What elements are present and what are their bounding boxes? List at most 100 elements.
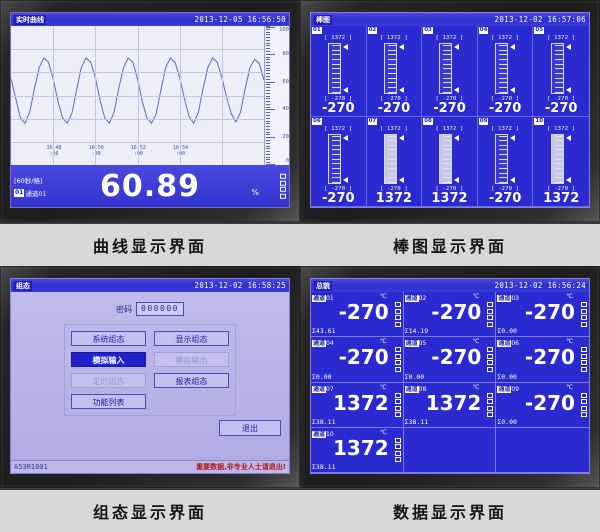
bar-channel-cell[interactable]: 03[ 1372 ] [ -270 ] -270: [422, 26, 478, 117]
bar-channel-cell[interactable]: 07[ 1372 ] [ -270 ] 1372: [366, 116, 423, 207]
y-tick-minor: [266, 81, 270, 83]
bar-channel-cell[interactable]: 06[ 1372 ] [ -270 ] -270: [311, 116, 367, 207]
config-button-enabled[interactable]: 模拟输入: [71, 352, 146, 367]
bar-channel-cell[interactable]: 09[ 1372 ] [ -270 ] -270: [477, 116, 534, 207]
bar-channel-cell[interactable]: 05[ 1372 ] [ -270 ] -270: [533, 26, 589, 117]
bar-tick: [443, 45, 452, 46]
bar-tick: [555, 158, 564, 160]
curve-plot[interactable]: 16:48:0016:50:0016:52:0016:54:00: [11, 26, 264, 165]
data-channel-cell[interactable]: 通道09 ℃ -270 Σ0.00: [496, 383, 589, 428]
status-block-icon: [394, 399, 401, 404]
curve-title: 实时曲线: [14, 14, 46, 25]
bar-range-high: [ 1372 ]: [379, 125, 408, 132]
status-block-icon: [580, 302, 587, 307]
password-label: 密码: [116, 304, 133, 314]
data-channel-cell[interactable]: 通道01 ℃ -270 Σ43.61: [311, 292, 404, 338]
status-block-icon: [394, 321, 401, 327]
y-tick-minor: [266, 39, 270, 41]
data-channel-sum: Σ0.00: [497, 327, 517, 336]
data-channel-sum: Σ38.11: [404, 417, 429, 426]
status-block-icon: [487, 315, 494, 320]
bar-titlebar: 棒图 2013-12-02 16:57:06: [311, 13, 589, 26]
y-tick-label: 80: [282, 50, 289, 57]
curve-channel[interactable]: 01 通道01: [14, 188, 47, 198]
data-channel-cell[interactable]: 通道07 ℃ 1372 Σ38.11: [311, 382, 404, 428]
bar-tick: [387, 72, 396, 74]
bar-channel-value: -270: [488, 191, 522, 206]
bar-tick: [555, 49, 564, 51]
password-input[interactable]: 000000: [136, 302, 184, 316]
status-block-icon: [487, 392, 494, 398]
bar-tick: [499, 77, 508, 79]
bar-channel-cell[interactable]: 01[ 1372 ] [ -270 ] -270: [311, 26, 367, 117]
bar-gauge: [383, 133, 404, 184]
curve-value: 60.89: [100, 168, 200, 204]
curve-datetime: 2013-12-05 16:56:50: [194, 15, 286, 24]
bar-tick: [332, 77, 341, 79]
config-button-enabled[interactable]: 系统组态: [71, 331, 146, 346]
data-channel-name: 通道01: [312, 295, 334, 302]
data-channel-sum: Σ14.19: [404, 327, 429, 336]
bar-channel-cell[interactable]: 08[ 1372 ] [ -270 ] 1372: [422, 116, 478, 207]
data-channel-cell[interactable]: 通道10 ℃ 1372 Σ38.11: [311, 427, 404, 473]
data-channel-cell[interactable]: 通道03 ℃ -270 Σ0.00: [496, 292, 589, 338]
data-channel-unit: ℃: [379, 383, 387, 391]
data-status-indicator: [487, 392, 494, 417]
bar-gauge-ticks: [332, 135, 341, 183]
y-tick-minor: [266, 98, 270, 100]
data-status-indicator: [487, 302, 494, 327]
bar-tick: [387, 182, 396, 183]
panel-curve: 实时曲线 2013-12-05 16:56:50 16:48:0016:50:0…: [0, 0, 300, 266]
bar-tick: [555, 135, 564, 137]
y-tick-minor: [266, 48, 270, 50]
y-tick: [266, 164, 275, 166]
y-tick-minor: [266, 51, 270, 53]
data-channel-unit: ℃: [566, 383, 573, 391]
bar-tick: [332, 163, 341, 165]
bar-tick: [332, 58, 341, 60]
y-tick: [266, 26, 275, 28]
y-tick-label: 100: [279, 27, 289, 34]
data-channel-cell[interactable]: 通道02 ℃ -270 Σ14.19: [403, 292, 497, 338]
bar-channel-number: 06: [312, 117, 322, 125]
data-channel-cell[interactable]: 通道05 ℃ -270 Σ0.00: [403, 337, 497, 383]
y-tick-minor: [266, 28, 270, 30]
data-channel-cell[interactable]: 通道08 ℃ 1372 Σ38.11: [403, 382, 497, 428]
bar-channel-cell[interactable]: 02[ 1372 ] [ -270 ] -270: [366, 26, 423, 117]
bar-tick: [332, 135, 341, 137]
bar-tick: [443, 149, 452, 151]
bar-tick: [387, 45, 396, 46]
bar-gauge: [439, 43, 460, 94]
bar-gauge-ticks: [387, 45, 397, 93]
bar-tick: [555, 77, 564, 79]
bar-channel-cell[interactable]: 10[ 1372 ] [ -270 ] 1372: [533, 117, 589, 207]
data-screen: 总貌 2013-12-02 16:56:24 通道01 ℃ -270 Σ43.61 通道…: [310, 278, 590, 474]
status-block-icon: [487, 405, 494, 411]
panel-caption-config: 组态显示界面: [0, 488, 300, 532]
bar-tick: [387, 82, 396, 84]
bar-tick: [332, 82, 341, 84]
y-tick: [266, 81, 275, 83]
config-button-enabled[interactable]: 显示组态: [154, 331, 229, 346]
bar-marker-low-icon: [454, 177, 460, 183]
bar-tick: [555, 68, 564, 70]
data-channel-cell[interactable]: 通道04 ℃ -270 Σ0.00: [311, 337, 404, 383]
curve-channel-name: 通道01: [25, 189, 47, 198]
exit-button[interactable]: 退出: [219, 420, 281, 436]
data-channel-cell[interactable]: 通道06 ℃ -270 Σ0.00: [496, 337, 589, 383]
bar-tick: [555, 163, 564, 165]
bar-gauge-ticks: [555, 45, 564, 93]
status-block-icon: [580, 360, 587, 366]
bar-tick: [387, 140, 396, 142]
bar-marker-high-icon: [343, 44, 349, 50]
bar-gauge-ticks: [443, 45, 452, 93]
status-block-icon: [394, 405, 401, 411]
bar-tick: [443, 72, 452, 74]
status-block-icon: [580, 412, 587, 417]
bar-channel-cell[interactable]: 04[ 1372 ] [ -270 ] -270: [477, 26, 534, 117]
data-status-indicator: [394, 392, 401, 417]
bar-tick: [443, 68, 452, 70]
config-button-enabled[interactable]: 报表组态: [154, 373, 229, 388]
bar-tick: [443, 182, 452, 183]
config-button-enabled[interactable]: 功能列表: [71, 394, 146, 409]
